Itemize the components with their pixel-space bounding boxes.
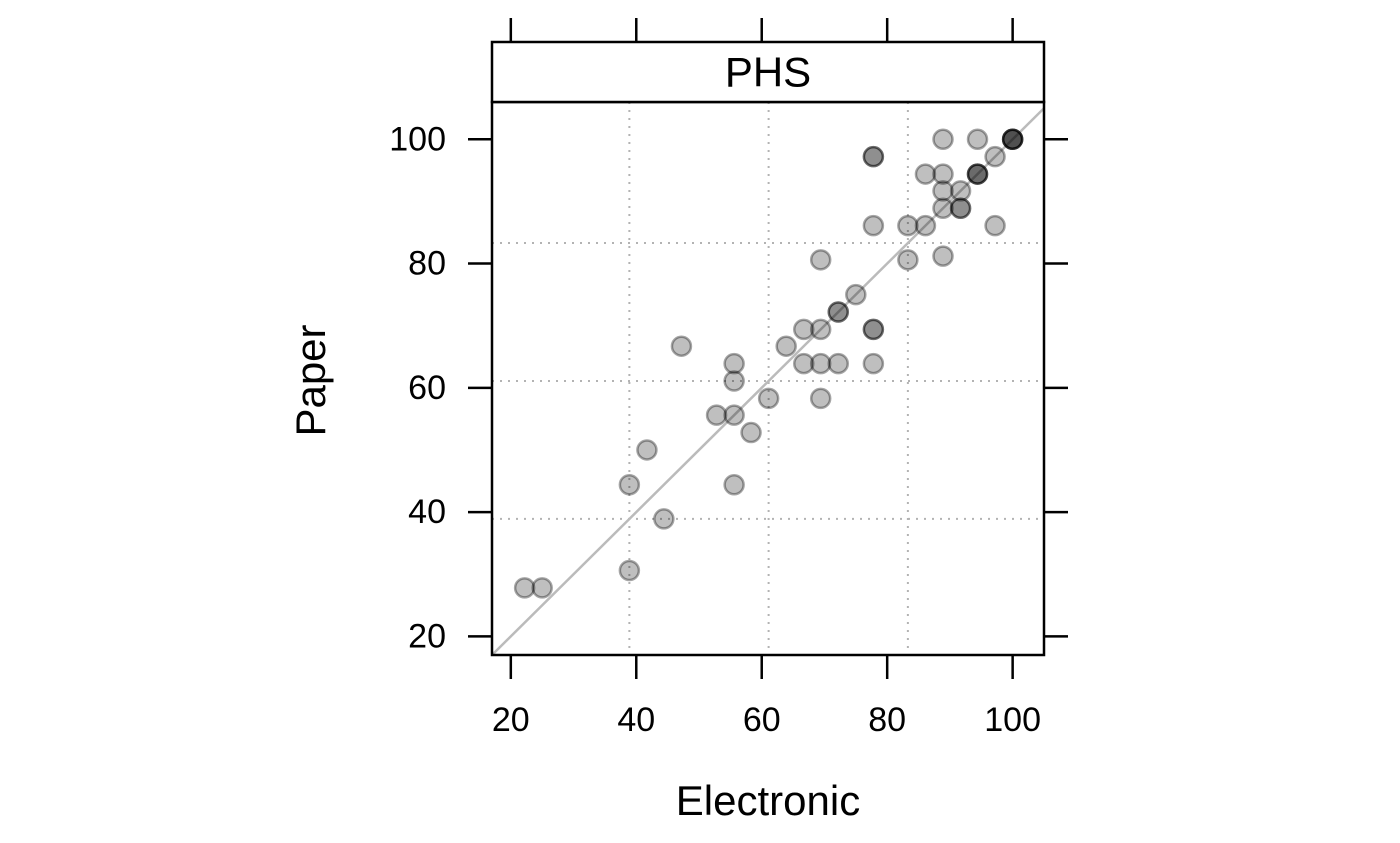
data-point-48 <box>984 145 1006 168</box>
data-point-43 <box>949 180 972 202</box>
data-point-28 <box>862 352 885 375</box>
axis-tick-labels: 20 40 60 80 100 20 40 60 80 100 <box>389 120 1041 739</box>
data-point-7 <box>670 335 693 357</box>
data-point-18 <box>809 318 832 341</box>
y-tick-label-3: 60 <box>408 369 446 407</box>
reference-line-layer <box>491 107 1045 656</box>
data-point-31 <box>862 145 885 168</box>
identity-line <box>491 107 1045 656</box>
data-point-14 <box>757 387 780 410</box>
data-point-33 <box>897 214 919 237</box>
data-point-26 <box>862 318 885 341</box>
data-point-5 <box>636 439 658 461</box>
data-point-41 <box>949 197 972 220</box>
data-point-21 <box>809 249 832 271</box>
data-point-4 <box>618 474 641 496</box>
x-tick-label-4: 80 <box>868 701 906 739</box>
x-tick-label-2: 40 <box>617 701 655 739</box>
y-axis-title: Paper <box>287 324 334 436</box>
data-point-30 <box>862 145 885 168</box>
strip-box <box>490 40 1046 104</box>
data-point-23 <box>827 301 850 323</box>
data-point-52 <box>1001 128 1024 151</box>
data-point-42 <box>949 197 972 220</box>
data-point-13 <box>740 421 762 444</box>
x-tick-label-3: 60 <box>743 701 781 739</box>
data-point-50 <box>1001 128 1024 151</box>
data-point-29 <box>862 214 885 237</box>
data-point-9 <box>723 404 745 426</box>
y-tick-label-2: 40 <box>408 493 446 531</box>
data-point-12 <box>723 474 745 496</box>
data-point-11 <box>723 352 745 375</box>
data-point-27 <box>862 318 885 341</box>
data-point-36 <box>932 197 954 220</box>
data-point-47 <box>966 128 989 151</box>
data-point-51 <box>1001 128 1024 151</box>
data-point-32 <box>897 249 919 271</box>
panel-title: PHS <box>725 49 811 96</box>
data-point-3 <box>618 559 641 582</box>
data-point-17 <box>793 318 815 341</box>
data-point-45 <box>966 163 989 185</box>
y-tick-label-1: 20 <box>408 617 446 655</box>
y-tick-label-4: 80 <box>408 245 446 283</box>
data-point-53 <box>1001 128 1024 151</box>
y-tick-label-5: 100 <box>389 120 446 158</box>
data-point-39 <box>932 128 954 151</box>
data-point-44 <box>966 163 989 185</box>
data-point-25 <box>845 283 867 306</box>
axis-ticks <box>468 18 1068 679</box>
data-point-46 <box>966 163 989 185</box>
data-point-38 <box>932 163 954 185</box>
x-axis-title: Electronic <box>676 777 860 824</box>
data-point-16 <box>793 352 815 375</box>
data-point-40 <box>932 245 954 267</box>
data-point-34 <box>914 214 937 237</box>
data-point-22 <box>827 352 850 375</box>
data-point-6 <box>653 508 675 530</box>
x-tick-label-1: 20 <box>492 701 530 739</box>
data-point-35 <box>914 163 937 185</box>
data-point-2 <box>531 577 553 599</box>
data-point-49 <box>984 214 1006 237</box>
x-tick-label-5: 100 <box>984 701 1041 739</box>
data-point-1 <box>513 577 536 599</box>
data-point-15 <box>775 335 797 357</box>
data-point-19 <box>809 352 832 375</box>
data-point-20 <box>809 387 832 410</box>
data-point-37 <box>932 180 954 202</box>
data-point-8 <box>705 404 728 426</box>
data-point-24 <box>827 301 850 323</box>
data-point-10 <box>723 370 745 392</box>
data-points <box>513 128 1024 599</box>
strip-header: PHS <box>490 40 1046 104</box>
